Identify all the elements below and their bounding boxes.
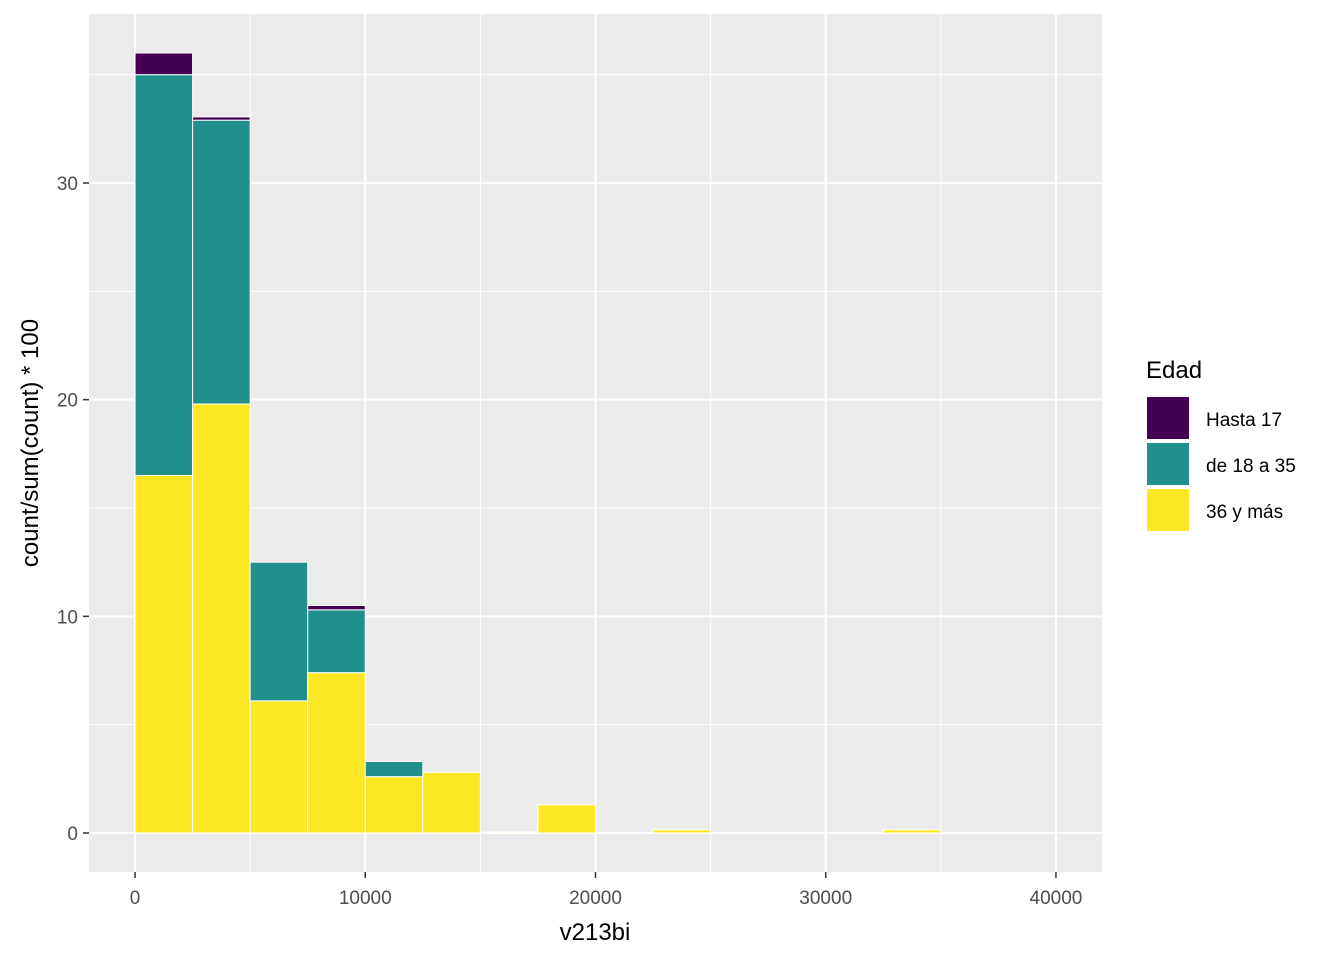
- bar-segment: [422, 771, 481, 834]
- bar-segment: [307, 609, 366, 674]
- x-tick-label: 10000: [339, 888, 392, 909]
- legend-label: Hasta 17: [1206, 410, 1282, 431]
- bar-segment: [134, 52, 194, 76]
- bar-segment: [192, 119, 251, 405]
- legend-key: [1147, 489, 1189, 531]
- x-tick-label: 40000: [1030, 888, 1083, 909]
- y-tick-label: 0: [67, 824, 78, 845]
- x-tick-label: 20000: [569, 888, 622, 909]
- bar-segment: [249, 561, 309, 702]
- y-tick-label: 30: [57, 174, 78, 195]
- bar-segment: [192, 116, 251, 121]
- y-tick-label: 10: [57, 607, 78, 628]
- y-axis: 0 10 20 30: [57, 174, 89, 845]
- legend-title: Edad: [1146, 357, 1202, 384]
- bar-segment: [249, 700, 309, 834]
- y-axis-title: count/sum(count) * 100: [17, 319, 44, 567]
- x-axis: 0 10000 20000 30000 40000: [130, 872, 1083, 909]
- bar-segment: [652, 829, 712, 834]
- y-tick-label: 20: [57, 391, 78, 412]
- bar-segment: [364, 761, 424, 778]
- legend: Edad Hasta 17 de 18 a 35 36 y más: [1146, 357, 1296, 531]
- legend-key: [1147, 397, 1189, 439]
- bar-segment: [192, 403, 251, 834]
- legend-key: [1147, 443, 1189, 485]
- bar-segment: [537, 804, 596, 834]
- bar-segment: [134, 475, 194, 834]
- legend-label: de 18 a 35: [1206, 456, 1296, 477]
- bar-segment: [364, 776, 424, 834]
- bar-segment: [134, 74, 194, 477]
- bar-segment: [479, 831, 539, 834]
- bars-layer: [134, 52, 942, 834]
- x-axis-title: v213bi: [560, 919, 631, 946]
- x-tick-label: 30000: [799, 888, 852, 909]
- bar-segment: [307, 672, 366, 834]
- bar-segment: [882, 829, 942, 834]
- bar-segment: [307, 605, 366, 611]
- x-tick-label: 0: [130, 888, 141, 909]
- legend-label: 36 y más: [1206, 502, 1283, 523]
